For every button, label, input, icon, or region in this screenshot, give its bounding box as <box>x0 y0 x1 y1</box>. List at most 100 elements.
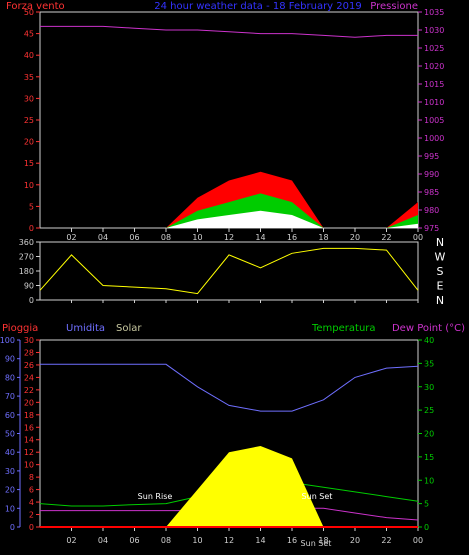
panel1-left-tick-label: 40 <box>24 51 34 60</box>
label-umidita: Umidita <box>66 323 105 334</box>
temp-tick-label: 25 <box>424 406 434 415</box>
panel1-x-tick-label: 20 <box>350 233 360 242</box>
panel1-right-tick-label: 985 <box>424 188 439 197</box>
panel3-x-tick-label: 02 <box>66 536 76 545</box>
sunrise-annotation: Sun Rise <box>138 492 173 501</box>
humidity-tick-label: 8 <box>29 473 34 482</box>
panel1-x-tick-label: 16 <box>287 233 297 242</box>
panel1-x-tick-label: 04 <box>98 233 108 242</box>
pressure-line <box>40 25 418 38</box>
rain-tick-label: 100 <box>0 336 15 345</box>
rain-tick-label: 0 <box>10 523 15 532</box>
wind-area-3 <box>40 210 418 228</box>
humidity-tick-label: 10 <box>24 461 34 470</box>
panel2-y-tick-label: 360 <box>19 238 34 247</box>
panel3-x-tick-label: 20 <box>350 536 360 545</box>
panel1-right-tick-label: 980 <box>424 206 439 215</box>
panel3-x-tick-label: 16 <box>287 536 297 545</box>
label-pioggia: Pioggia <box>2 323 38 334</box>
rain-tick-label: 90 <box>5 355 15 364</box>
panel3-x-tick-label: 10 <box>192 536 202 545</box>
panel1-right-tick-label: 1030 <box>424 26 444 35</box>
panel1-left-tick-label: 30 <box>24 94 34 103</box>
compass-label: S <box>437 265 444 278</box>
compass-label: N <box>436 236 444 249</box>
chart-marks: 0510152025303540455097598098599099510001… <box>0 8 446 548</box>
sunset-bottom-marker: Sun Set <box>301 539 332 548</box>
humidity-tick-label: 26 <box>24 361 34 370</box>
panel1-right-tick-label: 1015 <box>424 80 444 89</box>
humidity-tick-label: 24 <box>24 373 34 382</box>
humidity-tick-label: 0 <box>29 523 34 532</box>
humidity-tick-label: 22 <box>24 386 34 395</box>
label-solar: Solar <box>116 323 142 334</box>
panel1-x-tick-label: 14 <box>255 233 265 242</box>
humidity-tick-label: 18 <box>24 411 34 420</box>
panel1-right-tick-label: 990 <box>424 170 439 179</box>
compass-label: W <box>435 251 446 264</box>
panel1-left-tick-label: 5 <box>29 202 34 211</box>
panel1-right-tick-label: 1025 <box>424 44 444 53</box>
humidity-tick-label: 12 <box>24 448 34 457</box>
panel1-x-tick-label: 22 <box>381 233 391 242</box>
panel3-x-tick-label: 00 <box>413 536 423 545</box>
wind-area-2 <box>40 193 418 228</box>
panel1-right-tick-label: 1035 <box>424 8 444 17</box>
panel3-x-tick-label: 18 <box>318 536 328 545</box>
temp-tick-label: 35 <box>424 359 434 368</box>
solar-area <box>40 446 418 527</box>
humidity-tick-label: 6 <box>29 486 34 495</box>
humidity-tick-label: 28 <box>24 348 34 357</box>
panel1-x-tick-label: 02 <box>66 233 76 242</box>
compass-label: E <box>437 280 444 293</box>
panel1-left-tick-label: 25 <box>24 116 34 125</box>
panel1-right-tick-label: 1010 <box>424 98 444 107</box>
panel1-left-tick-label: 10 <box>24 181 34 190</box>
panel1-x-tick-label: 00 <box>413 233 423 242</box>
panel1-left-tick-label: 45 <box>24 30 34 39</box>
panel1-right-label: Pressione <box>370 1 418 12</box>
humidity-tick-label: 4 <box>29 498 34 507</box>
panel3-x-tick-label: 08 <box>161 536 171 545</box>
panel1-left-tick-label: 15 <box>24 159 34 168</box>
panel1-right-tick-label: 995 <box>424 152 439 161</box>
panel1-right-tick-label: 1000 <box>424 134 444 143</box>
humidity-tick-label: 30 <box>24 336 34 345</box>
rain-tick-label: 60 <box>5 411 15 420</box>
humidity-tick-label: 20 <box>24 398 34 407</box>
temp-tick-label: 10 <box>424 476 434 485</box>
temp-tick-label: 15 <box>424 453 434 462</box>
humidity-tick-label: 14 <box>24 436 34 445</box>
panel3-x-tick-label: 06 <box>129 536 139 545</box>
temp-tick-label: 40 <box>424 336 434 345</box>
panel1-title: 24 hour weather data - 18 February 2019 <box>154 1 361 12</box>
panel1-x-tick-label: 18 <box>318 233 328 242</box>
panel2-y-tick-label: 0 <box>29 296 34 305</box>
temp-tick-label: 20 <box>424 430 434 439</box>
sunset-annotation: Sun Set <box>302 492 333 501</box>
panel1-left-label: Forza vento <box>6 1 65 12</box>
panel1-left-tick-label: 0 <box>29 224 34 233</box>
panel3-x-tick-label: 12 <box>224 536 234 545</box>
humidity-tick-label: 16 <box>24 423 34 432</box>
panel1-x-tick-label: 12 <box>224 233 234 242</box>
panel1-right-tick-label: 1005 <box>424 116 444 125</box>
panel2-y-tick-label: 270 <box>19 253 34 262</box>
panel1-x-tick-label: 08 <box>161 233 171 242</box>
rain-tick-label: 30 <box>5 467 15 476</box>
panel2-y-tick-label: 90 <box>24 282 34 291</box>
panel1-x-tick-label: 10 <box>192 233 202 242</box>
panel1-left-tick-label: 50 <box>24 8 34 17</box>
panel1-left-tick-label: 20 <box>24 138 34 147</box>
wind-area-1 <box>40 171 418 228</box>
wind-direction-line <box>39 247 419 295</box>
panel2-frame <box>39 241 419 301</box>
rain-tick-label: 40 <box>5 448 15 457</box>
temp-tick-label: 5 <box>424 500 429 509</box>
label-dewpoint: Dew Point (°C) <box>392 323 465 334</box>
rain-tick-label: 50 <box>5 430 15 439</box>
series-line-0 <box>40 363 419 412</box>
humidity-tick-label: 2 <box>29 511 34 520</box>
panel2-y-tick-label: 180 <box>19 267 34 276</box>
